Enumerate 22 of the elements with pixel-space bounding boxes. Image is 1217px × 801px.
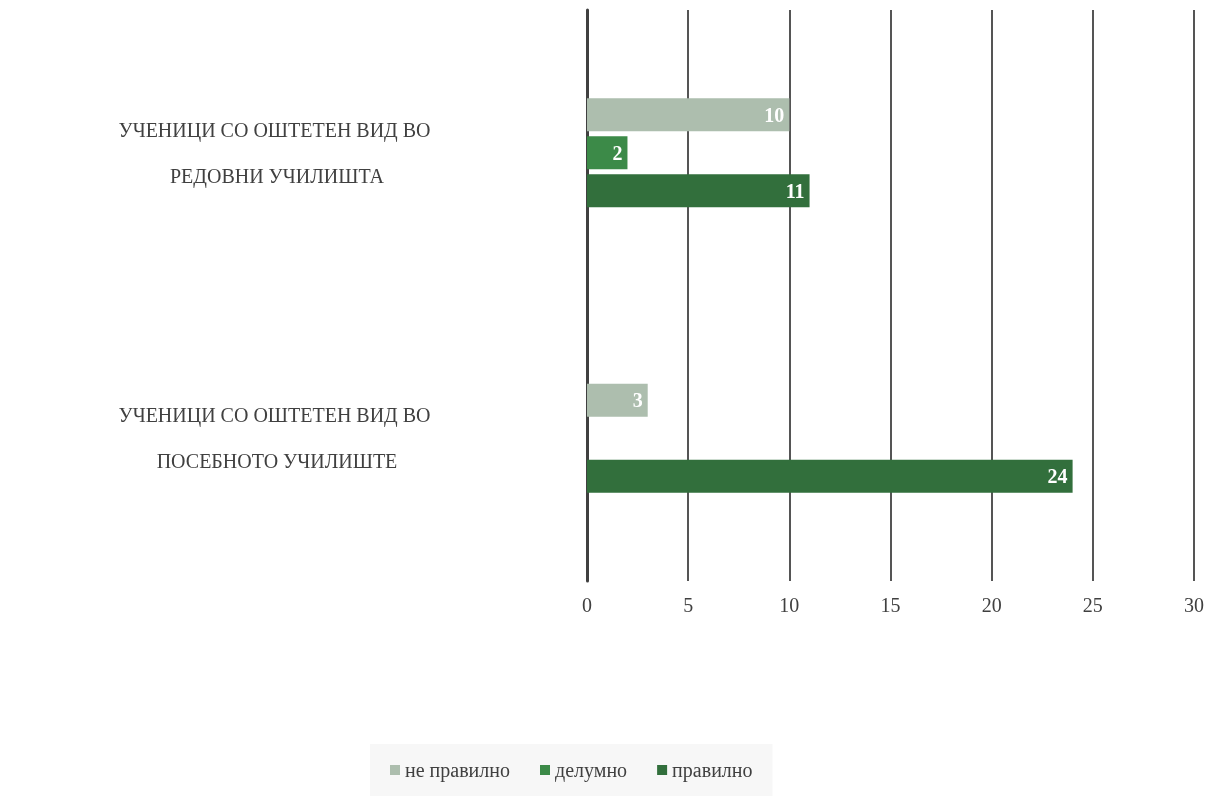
x-tick-label: 10 [779, 594, 800, 616]
bar [587, 383, 648, 417]
bar [587, 136, 628, 170]
x-tick-label: 15 [880, 594, 901, 616]
x-tick-label: 5 [683, 594, 694, 616]
data-label: 11 [785, 179, 805, 202]
x-tick-label: 20 [981, 594, 1002, 616]
bar [587, 98, 790, 132]
x-tick-label: 30 [1184, 594, 1204, 616]
legend-label: не правилно [405, 759, 510, 782]
data-label: 2 [612, 141, 623, 164]
category-label: УЧЕНИЦИ СО ОШТЕТЕН ВИД ВО РЕДОВНИ УЧИЛИШТА [118, 118, 431, 187]
x-tick-label: 25 [1082, 594, 1103, 616]
data-label: 10 [764, 103, 785, 126]
legend-label: правилно [672, 759, 753, 782]
legend-label: делумно [554, 759, 628, 782]
data-label: 24 [1047, 465, 1068, 488]
bar [587, 459, 1073, 493]
bar [587, 174, 810, 208]
category-label: УЧЕНИЦИ СО ОШТЕТЕН ВИД ВО ПОСЕБНОТО УЧИЛИШТЕ [118, 404, 431, 473]
data-label: 3 [632, 389, 643, 412]
x-tick-label: 0 [582, 594, 592, 616]
